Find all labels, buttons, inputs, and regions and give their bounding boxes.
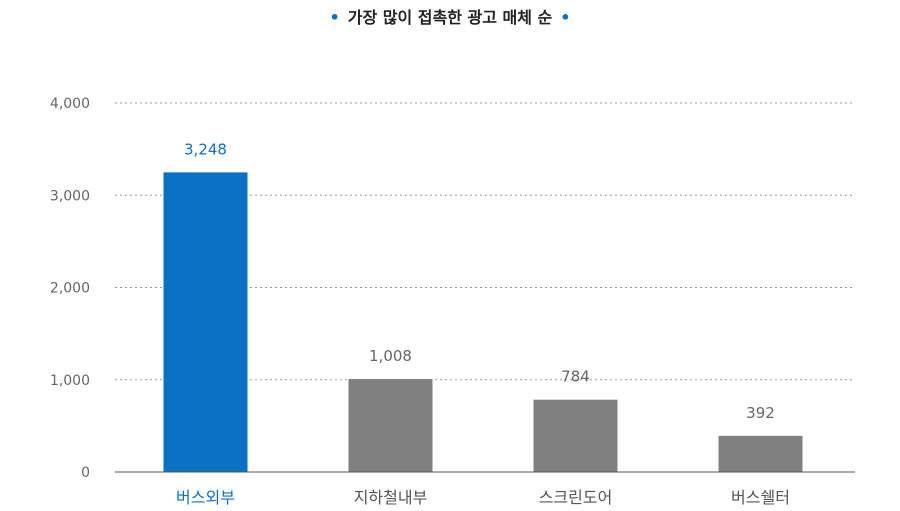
y-tick-label: 3,000: [50, 188, 90, 204]
chart-title-row: • 가장 많이 접촉한 광고 매체 순 •: [0, 4, 900, 28]
category-labels: 버스외부 지하철내부 스크린도어 버스쉘터: [176, 488, 790, 507]
value-label: 784: [561, 368, 590, 386]
value-label: 392: [746, 404, 775, 422]
y-tick-label: 2,000: [50, 281, 90, 297]
value-label: 3,248: [184, 140, 227, 158]
y-tick-label: 4,000: [50, 96, 90, 112]
title-bullet-right: •: [560, 8, 571, 27]
y-tick-label: 1,000: [50, 373, 90, 389]
y-axis-ticks: 0 1,000 2,000 3,000 4,000: [50, 96, 90, 481]
bar: [348, 379, 433, 472]
bar: [163, 172, 248, 472]
category-label: 버스외부: [176, 488, 235, 507]
value-label: 1,008: [369, 347, 412, 365]
chart-title: 가장 많이 접촉한 광고 매체 순: [347, 8, 553, 27]
bar: [533, 399, 618, 472]
y-tick-label: 0: [81, 465, 90, 481]
grid-layer: [115, 102, 855, 381]
bar: [718, 435, 803, 472]
category-label: 버스쉘터: [731, 488, 790, 507]
title-bullet-left: •: [329, 8, 340, 27]
value-labels: 3,248 1,008 784 392: [184, 140, 775, 421]
bars: [163, 172, 803, 472]
category-label: 지하철내부: [354, 488, 428, 507]
category-label: 스크린도어: [539, 488, 613, 507]
